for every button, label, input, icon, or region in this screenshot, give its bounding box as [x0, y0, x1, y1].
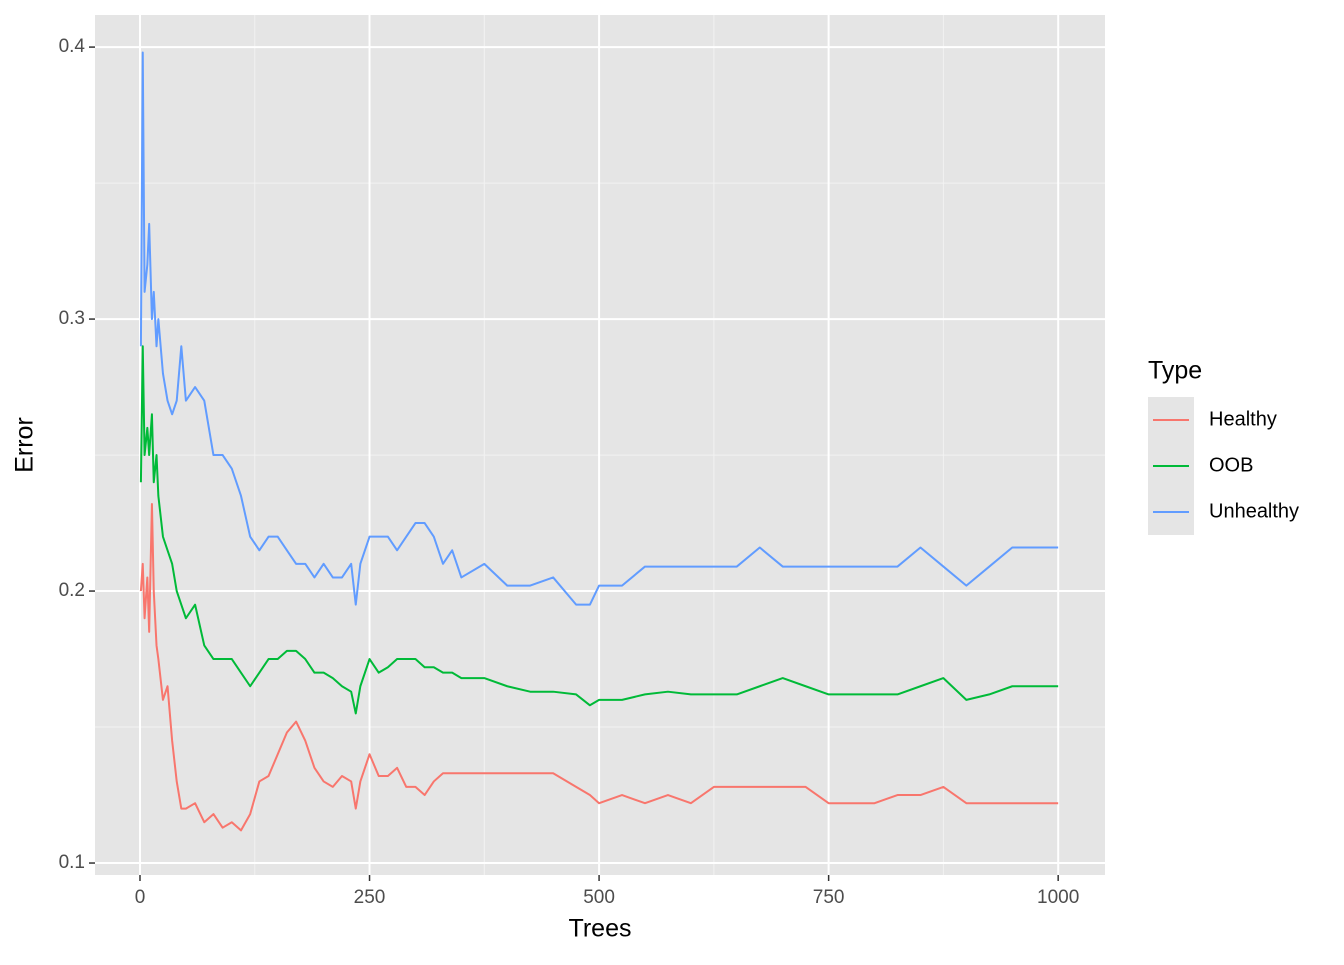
legend-label: Unhealthy — [1209, 500, 1299, 522]
series-line — [139, 51, 1059, 606]
y-tick-label: 0.4 — [59, 36, 86, 57]
legend-label: Healthy — [1209, 408, 1277, 430]
x-tick-label: 500 — [583, 887, 615, 908]
x-tick-label: 250 — [354, 887, 386, 908]
x-tick-label: 0 — [135, 887, 146, 908]
legend-label: OOB — [1209, 454, 1253, 476]
x-axis-title: Trees — [569, 915, 632, 943]
x-tick-label: 750 — [813, 887, 845, 908]
y-tick-label: 0.2 — [59, 580, 85, 601]
series-line — [139, 503, 1059, 832]
series-line — [139, 345, 1059, 715]
y-axis-title: Error — [11, 417, 39, 473]
legend-title: Type — [1148, 357, 1202, 385]
y-tick-label: 0.1 — [59, 852, 85, 873]
y-tick-label: 0.3 — [59, 308, 85, 329]
x-tick-label: 1000 — [1037, 887, 1079, 908]
